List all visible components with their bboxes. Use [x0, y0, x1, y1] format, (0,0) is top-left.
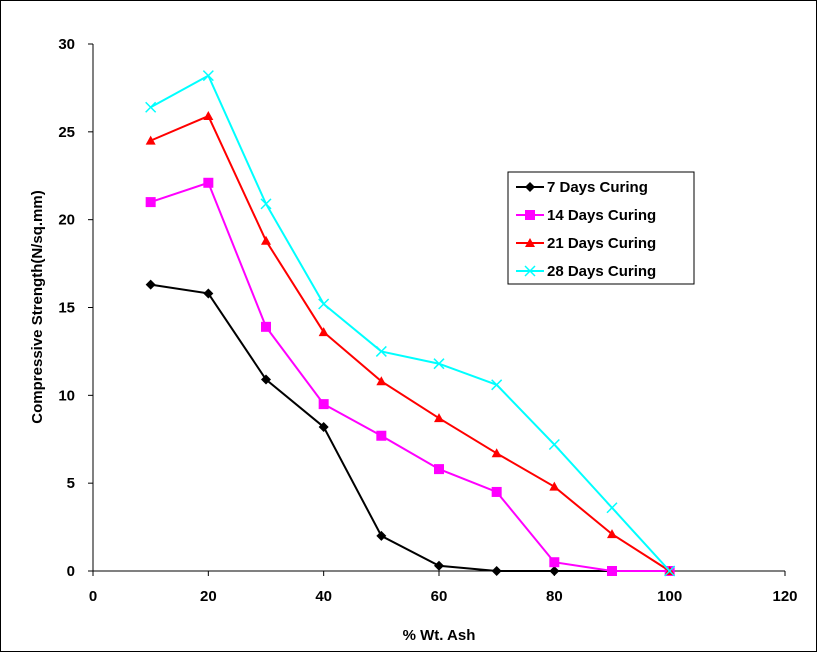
data-point — [375, 345, 387, 357]
data-point — [434, 464, 444, 475]
legend-label: 21 Days Curing — [547, 235, 656, 252]
data-point — [491, 379, 503, 391]
x-tick-label: 20 — [200, 588, 217, 605]
legend-swatch-marker — [525, 210, 535, 220]
x-axis-title: % Wt. Ash — [403, 627, 476, 644]
data-point — [260, 198, 272, 210]
data-point — [145, 135, 156, 145]
x-marker-stroke — [524, 265, 536, 277]
series-line — [150, 283, 670, 572]
series-line — [150, 114, 671, 572]
data-point — [145, 197, 156, 208]
legend-entry: 21 Days Curing — [516, 235, 656, 252]
x-marker-stroke — [664, 565, 676, 577]
data-point — [434, 413, 444, 423]
data-point — [491, 486, 502, 497]
x-marker-stroke — [548, 438, 560, 451]
x-marker-stroke — [375, 345, 387, 357]
series-4 — [145, 70, 676, 577]
data-point — [607, 529, 617, 539]
x-tick-label: 60 — [431, 588, 448, 605]
x-tick-label: 40 — [315, 588, 332, 605]
data-point — [145, 279, 156, 290]
series-line — [150, 181, 670, 572]
legend-box — [507, 171, 695, 285]
x-tick-label: 100 — [657, 588, 682, 605]
x-marker-stroke — [260, 198, 272, 210]
data-point — [549, 566, 560, 576]
legend: 7 Days Curing 14 Days Curing 21 Days Curin… — [507, 171, 695, 285]
x-tick-label: 80 — [546, 588, 563, 605]
data-point — [203, 177, 214, 188]
data-point — [549, 481, 560, 491]
x-marker-stroke — [145, 101, 157, 113]
data-point — [318, 298, 330, 310]
axis-ticks: 0 5 10 15 20 25 30 0 20 40 60 80 100 120 — [58, 36, 797, 605]
x-marker-stroke — [491, 379, 503, 391]
legend-entry: 28 Days Curing — [516, 263, 656, 280]
data-point — [491, 566, 502, 576]
x-marker-stroke — [433, 358, 445, 370]
y-tick-label: 30 — [58, 36, 75, 53]
data-point — [261, 321, 271, 332]
y-tick-label: 5 — [67, 475, 75, 492]
legend-label: 14 Days Curing — [547, 207, 656, 224]
legend-swatch-marker — [525, 238, 535, 247]
data-point — [376, 376, 387, 386]
data-point — [491, 448, 502, 458]
data-point — [549, 557, 560, 568]
y-tick-label: 0 — [67, 563, 75, 580]
y-axis-title: Compressive Strength(N/sq.mm) — [29, 190, 46, 423]
legend-swatch-marker — [524, 265, 536, 277]
data-point — [376, 530, 387, 541]
data-point — [203, 288, 214, 299]
data-point — [145, 101, 157, 113]
x-tick-label: 0 — [89, 588, 97, 605]
data-point — [261, 374, 271, 385]
data-point — [664, 565, 676, 577]
data-point — [318, 399, 329, 410]
y-tick-label: 20 — [58, 212, 75, 229]
legend-label: 28 Days Curing — [547, 263, 656, 280]
x-marker-stroke — [202, 70, 214, 82]
data-point — [318, 327, 329, 337]
legend-entry: 7 Days Curing — [516, 179, 648, 196]
legend-swatch-marker — [525, 182, 535, 192]
legend-entry: 14 Days Curing — [516, 207, 656, 224]
y-tick-label: 10 — [58, 387, 75, 404]
data-point — [203, 111, 214, 121]
series-line — [150, 74, 671, 572]
data-point — [434, 560, 444, 571]
data-point — [548, 438, 560, 451]
series-layer — [145, 70, 676, 577]
y-tick-label: 15 — [58, 300, 75, 317]
data-point — [607, 566, 617, 576]
data-point — [433, 358, 445, 370]
data-point — [261, 235, 271, 245]
x-marker-stroke — [318, 298, 330, 310]
legend-label: 7 Days Curing — [547, 179, 648, 196]
y-tick-label: 25 — [58, 124, 75, 141]
x-tick-label: 120 — [772, 588, 797, 605]
data-point — [606, 502, 618, 514]
series-2 — [145, 177, 675, 576]
data-point — [376, 430, 387, 441]
x-marker-stroke — [606, 502, 618, 514]
data-point — [202, 70, 214, 82]
data-point — [318, 421, 329, 432]
